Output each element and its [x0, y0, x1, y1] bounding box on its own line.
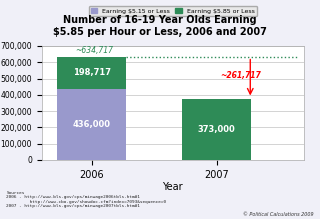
Text: Number of 16-19 Year Olds Earning
$5.85 per Hour or Less, 2006 and 2007: Number of 16-19 Year Olds Earning $5.85 … — [53, 15, 267, 37]
Text: 373,000: 373,000 — [198, 125, 236, 134]
Text: ~634,717: ~634,717 — [75, 46, 113, 55]
Text: 436,000: 436,000 — [73, 120, 111, 129]
Bar — [57, 89, 126, 160]
Text: © Political Calculations 2009: © Political Calculations 2009 — [243, 212, 314, 217]
Legend: Earning $5.15 or Less, Earning $5.85 or Less: Earning $5.15 or Less, Earning $5.85 or … — [89, 6, 257, 16]
Text: ~261,717: ~261,717 — [220, 71, 261, 80]
Bar — [182, 99, 251, 160]
Text: Sources
2006 - http://www.bls.gov/cps/minwage2006tbls.htm#1
         http://www.: Sources 2006 - http://www.bls.gov/cps/mi… — [6, 191, 166, 208]
Text: 198,717: 198,717 — [73, 68, 111, 77]
Bar — [57, 57, 126, 89]
X-axis label: Year: Year — [163, 182, 183, 192]
